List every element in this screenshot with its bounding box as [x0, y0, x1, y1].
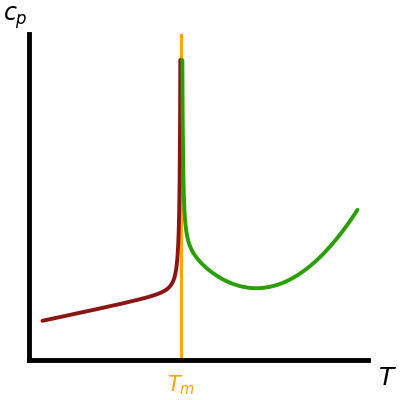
Text: $T_m$: $T_m$	[167, 373, 195, 396]
Text: $c_p$: $c_p$	[3, 4, 28, 31]
Text: $T$: $T$	[378, 366, 397, 390]
